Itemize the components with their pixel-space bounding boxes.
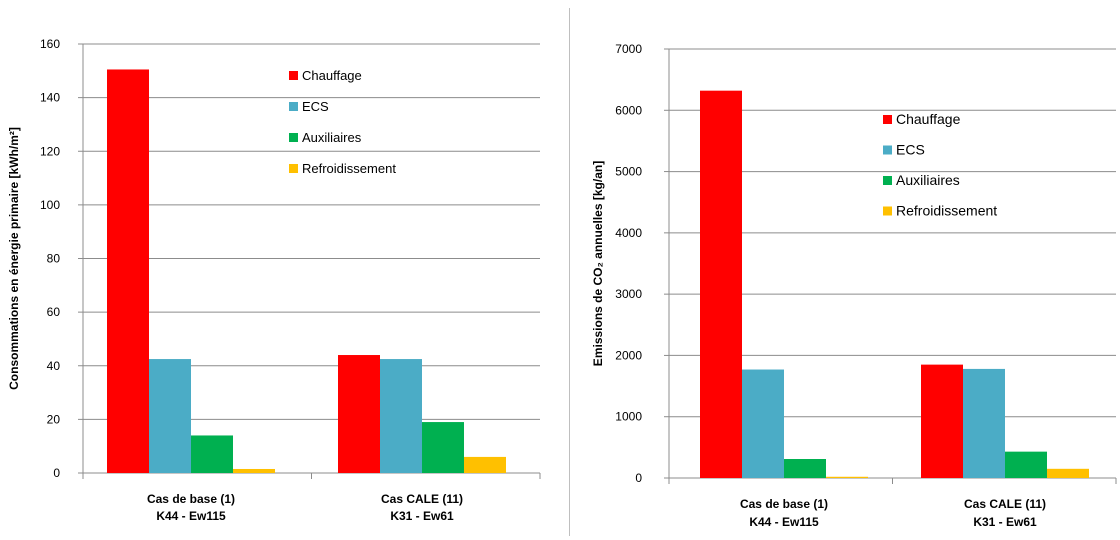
y-tick-label: 6000	[615, 103, 642, 117]
x-category-label: K44 - Ew115	[156, 509, 226, 523]
x-category-label: Cas CALE (11)	[381, 492, 463, 506]
y-tick-label: 120	[40, 144, 60, 158]
legend-label: ECS	[302, 99, 329, 114]
x-category-label: Cas CALE (11)	[964, 497, 1046, 511]
x-category-label: K31 - Ew61	[390, 509, 454, 523]
legend-label: ECS	[896, 142, 925, 158]
y-tick-label: 40	[47, 359, 61, 373]
y-tick-label: 7000	[615, 42, 642, 56]
bar-auxiliaires	[784, 459, 826, 478]
legend-swatch	[289, 164, 298, 173]
y-tick-label: 160	[40, 37, 60, 51]
bar-chauffage	[921, 364, 963, 478]
y-tick-label: 2000	[615, 348, 642, 362]
chart-divider	[569, 8, 570, 536]
bar-refroidissement	[826, 476, 868, 478]
bar-refroidissement	[233, 468, 275, 473]
x-category-label: K44 - Ew115	[749, 515, 819, 529]
bar-auxiliaires	[1005, 451, 1047, 478]
y-tick-label: 4000	[615, 226, 642, 240]
bar-ecs	[380, 359, 422, 473]
bar-refroidissement	[1047, 468, 1089, 478]
legend-swatch	[883, 206, 892, 216]
bar-chauffage	[338, 355, 380, 473]
legend-label: Chauffage	[896, 111, 961, 127]
y-axis-title: Emissions de CO₂ annuelles [kg/an]	[591, 161, 605, 366]
y-tick-label: 0	[53, 466, 60, 480]
y-tick-label: 80	[47, 252, 61, 266]
y-tick-label: 3000	[615, 287, 642, 301]
y-tick-label: 60	[47, 305, 61, 319]
bar-ecs	[149, 359, 191, 473]
y-tick-label: 140	[40, 91, 60, 105]
legend-swatch	[883, 145, 892, 155]
y-tick-label: 0	[635, 471, 642, 485]
bar-chauffage	[700, 90, 742, 478]
y-tick-label: 5000	[615, 165, 642, 179]
co2-emissions-chart: 0 1000 2000 3000 4000 5000 6000 7000 Cas de base…	[591, 42, 1117, 529]
legend-swatch	[883, 115, 892, 124]
legend-label: Refroidissement	[302, 161, 396, 176]
x-category-label: Cas de base (1)	[740, 497, 828, 511]
y-tick-label: 20	[47, 412, 61, 426]
legend-swatch	[883, 176, 892, 185]
bar-refroidissement	[464, 456, 506, 473]
y-axis-title: Consommations en énergie primaire [kWh/m…	[7, 127, 21, 390]
legend-label: Chauffage	[302, 68, 362, 83]
legend-label: Auxiliaires	[896, 172, 960, 188]
x-category-label: Cas de base (1)	[147, 492, 235, 506]
legend-swatch	[289, 133, 298, 142]
x-category-label: K31 - Ew61	[973, 515, 1037, 529]
bar-chauffage	[107, 69, 149, 474]
bar-auxiliaires	[422, 422, 464, 473]
y-tick-label: 100	[40, 198, 60, 212]
legend-label: Auxiliaires	[302, 130, 362, 145]
bar-auxiliaires	[191, 435, 233, 473]
energy-consumption-chart: 0 20 40 60 80 100 120 140 160 Cas de base (1) K44 …	[7, 37, 541, 523]
legend-swatch	[289, 102, 298, 111]
legend-swatch	[289, 71, 298, 80]
bar-ecs	[742, 369, 784, 478]
y-tick-label: 1000	[615, 410, 642, 424]
legend-label: Refroidissement	[896, 203, 997, 219]
bar-ecs	[963, 368, 1005, 478]
